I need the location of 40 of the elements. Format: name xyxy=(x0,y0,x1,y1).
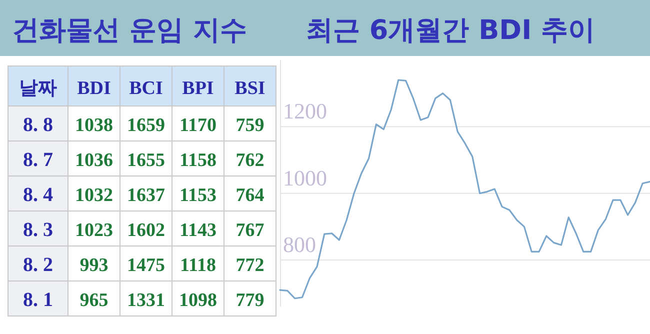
data-label: 1475 xyxy=(127,255,165,276)
data-label: 1118 xyxy=(180,255,216,276)
chart-title: 최근 6개월간 BDI 추이 xyxy=(306,15,596,46)
data-label: 1143 xyxy=(180,220,216,241)
y-tick-label: 1000 xyxy=(283,165,327,190)
data-label: 762 xyxy=(236,150,264,171)
y-tick-label: 8. 3 xyxy=(23,219,53,241)
y-axis-title: 날짜 xyxy=(19,77,57,99)
data-label: 1602 xyxy=(127,220,165,241)
y-tick-label: 800 xyxy=(283,232,316,258)
data-label: 779 xyxy=(236,290,264,311)
data-label: 1655 xyxy=(127,150,165,171)
data-label: 1023 xyxy=(75,220,113,241)
y-tick-label: 8. 2 xyxy=(23,254,53,276)
data-label: 764 xyxy=(236,185,265,206)
data-label: 772 xyxy=(236,255,264,276)
y-tick-label: 8. 7 xyxy=(23,149,53,171)
chart-title: 건화물선 운임 지수 xyxy=(12,15,247,46)
data-label: 1038 xyxy=(75,115,113,136)
y-tick-label: 8. 8 xyxy=(23,114,53,136)
data-label: 965 xyxy=(80,290,108,311)
data-label: 759 xyxy=(236,115,264,136)
data-label: 1098 xyxy=(179,290,217,311)
data-label: 1036 xyxy=(75,150,113,171)
data-label: 767 xyxy=(236,220,265,241)
y-tick-label: 8. 4 xyxy=(23,184,53,206)
data-label: 1637 xyxy=(127,185,166,206)
x-tick-label: BPI xyxy=(182,78,214,99)
data-label: 1158 xyxy=(180,150,216,171)
data-label: 1032 xyxy=(75,185,113,206)
data-label: 993 xyxy=(80,255,108,276)
data-label: 1170 xyxy=(180,115,216,136)
data-label: 1331 xyxy=(127,290,165,311)
data-label: 1153 xyxy=(180,185,216,206)
x-tick-label: BSI xyxy=(234,78,266,99)
y-tick-label: 1200 xyxy=(283,98,327,124)
y-tick-label: 8. 1 xyxy=(23,289,53,311)
x-tick-label: BDI xyxy=(77,78,111,99)
data-label: 1659 xyxy=(127,115,165,136)
x-tick-label: BCI xyxy=(129,78,163,99)
